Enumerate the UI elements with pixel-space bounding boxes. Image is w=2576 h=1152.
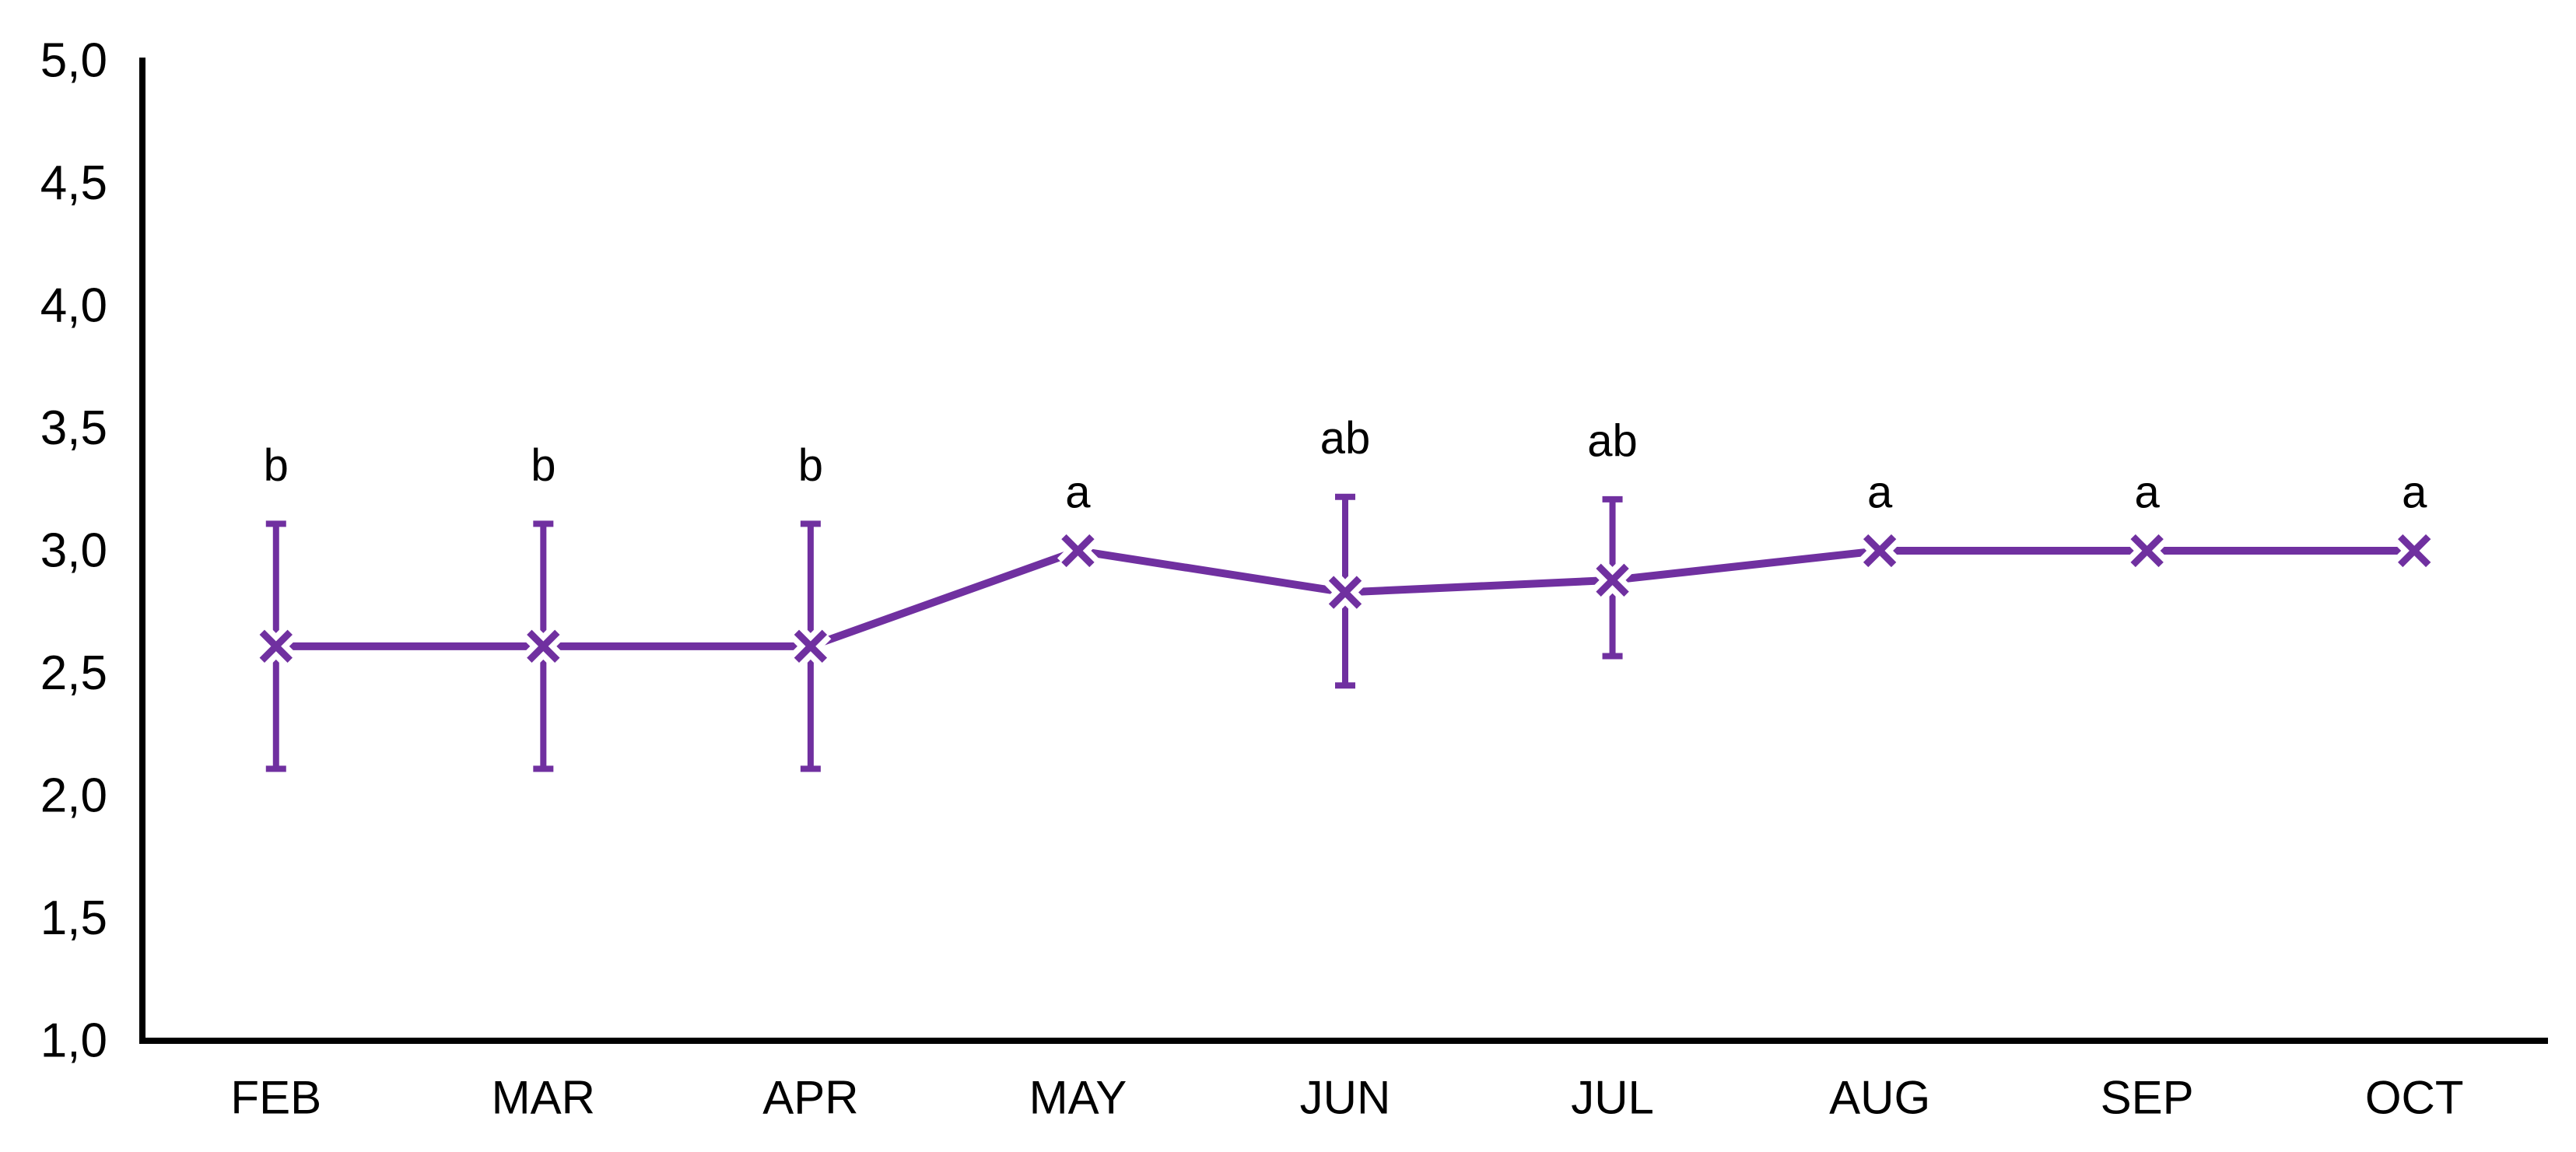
data-marker-x bbox=[2130, 534, 2164, 568]
x-category-label: MAR bbox=[492, 1072, 595, 1124]
data-marker-x bbox=[1328, 576, 1362, 609]
y-tick-label: 2,0 bbox=[40, 769, 107, 823]
data-marker-x bbox=[1061, 534, 1095, 568]
significance-letter: ab bbox=[1320, 413, 1371, 464]
x-category-label: APR bbox=[762, 1072, 858, 1124]
data-marker-x bbox=[1596, 563, 1629, 597]
data-marker-x bbox=[1863, 534, 1897, 568]
data-marker-x bbox=[2398, 534, 2431, 568]
significance-letter: a bbox=[2402, 467, 2427, 518]
significance-letter: b bbox=[264, 440, 289, 491]
significance-letter: b bbox=[798, 440, 823, 491]
y-tick-label: 1,5 bbox=[40, 891, 107, 945]
data-marker-x bbox=[794, 629, 828, 664]
significance-letter: a bbox=[1065, 467, 1091, 518]
x-category-label: OCT bbox=[2365, 1072, 2464, 1124]
x-category-label: AUG bbox=[1829, 1072, 1930, 1124]
x-category-label: JUL bbox=[1571, 1072, 1654, 1124]
x-category-label: FEB bbox=[230, 1072, 321, 1124]
significance-letter: a bbox=[1867, 467, 1893, 518]
y-tick-label: 2,5 bbox=[40, 646, 107, 700]
data-marker-x bbox=[527, 629, 560, 664]
significance-letter: ab bbox=[1587, 415, 1638, 466]
y-tick-label: 3,0 bbox=[40, 524, 107, 578]
y-tick-label: 3,5 bbox=[40, 401, 107, 455]
y-tick-label: 4,5 bbox=[40, 156, 107, 210]
x-category-label: MAY bbox=[1029, 1072, 1127, 1124]
x-category-label: JUN bbox=[1300, 1072, 1391, 1124]
significance-letter: a bbox=[2135, 467, 2161, 518]
y-tick-label: 1,0 bbox=[40, 1014, 107, 1068]
y-tick-label: 4,0 bbox=[40, 279, 107, 333]
y-tick-label: 5,0 bbox=[40, 34, 107, 88]
x-category-label: SEP bbox=[2101, 1072, 2194, 1124]
data-marker-x bbox=[259, 629, 293, 664]
significance-letter: b bbox=[531, 440, 556, 491]
